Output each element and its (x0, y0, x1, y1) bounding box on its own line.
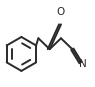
Text: N: N (79, 59, 87, 69)
Text: O: O (57, 7, 65, 17)
